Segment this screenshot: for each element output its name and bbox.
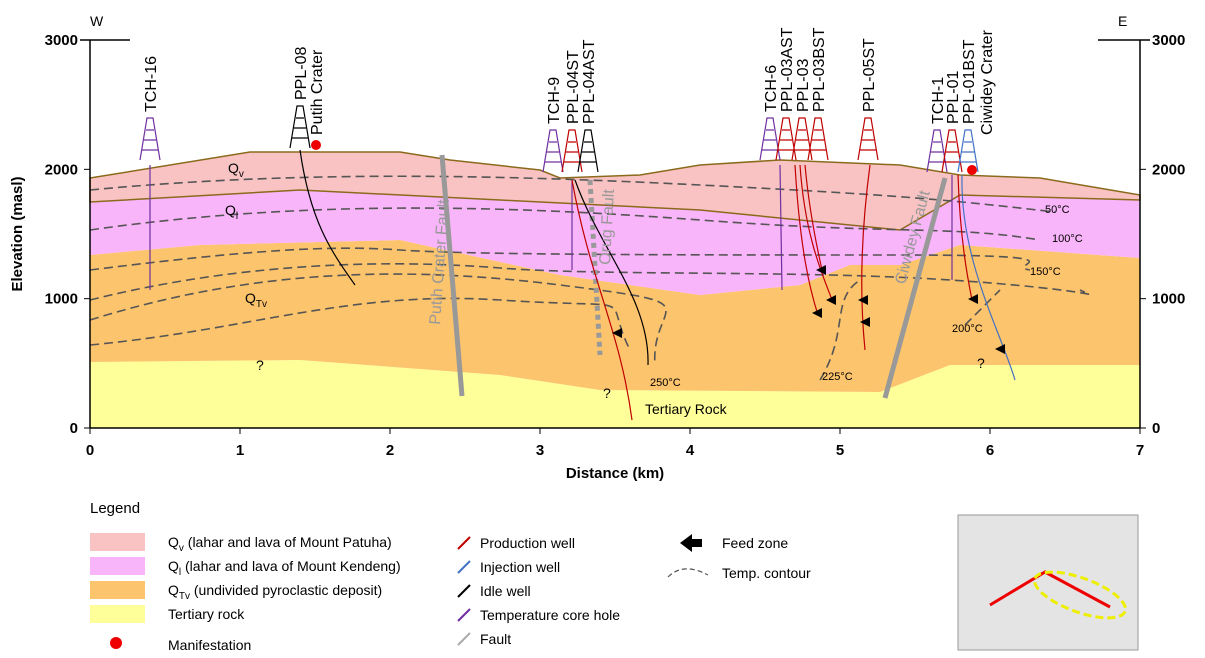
well-label: Putih Crater xyxy=(309,49,326,135)
y-tick-label: 2000 xyxy=(1152,161,1185,178)
svg-text:Manifestation: Manifestation xyxy=(168,637,251,653)
svg-text:Feed zone: Feed zone xyxy=(722,535,788,551)
temp-label: 250°C xyxy=(650,377,681,389)
derrick xyxy=(543,130,563,172)
svg-text:Production well: Production well xyxy=(480,535,575,551)
svg-text:Injection well: Injection well xyxy=(480,559,560,575)
well-label: PPL-01 xyxy=(945,71,962,124)
svg-text:Qv (lahar and lava of Mount Pa: Qv (lahar and lava of Mount Patuha) xyxy=(168,534,392,554)
temp-label: 50°C xyxy=(1045,204,1070,216)
x-tick-label: 7 xyxy=(1136,442,1144,459)
x-tick-label: 4 xyxy=(686,442,695,459)
swatch xyxy=(90,581,145,599)
annotation: ? xyxy=(977,355,985,371)
y-tick-label: 1000 xyxy=(1152,291,1185,308)
temp-label: 200°C xyxy=(952,323,983,335)
legend-title: Legend xyxy=(90,500,140,517)
y-label: Elevation (masl) xyxy=(9,176,26,291)
swatch xyxy=(90,557,145,575)
y-tick-label: 3000 xyxy=(1152,32,1185,49)
swatch xyxy=(110,637,122,649)
legend-wells: Production well Injection well Idle well… xyxy=(480,535,811,647)
y-tick-label: 0 xyxy=(70,420,78,437)
well-label: TCH-9 xyxy=(546,77,563,124)
well-label: PPL-03 xyxy=(795,59,812,112)
svg-text:Fault: Fault xyxy=(480,631,511,647)
x-tick-label: 2 xyxy=(386,442,394,459)
manifestation xyxy=(967,165,977,175)
x-tick-label: 3 xyxy=(536,442,544,459)
well-label: TCH-6 xyxy=(763,65,780,112)
derrick xyxy=(927,130,947,172)
well-label: Ciwidey Crater xyxy=(979,29,996,135)
derrick xyxy=(858,118,878,160)
well-label: PPL-01BST xyxy=(961,39,978,124)
east: E xyxy=(1118,13,1127,29)
west: W xyxy=(90,13,104,29)
x-label: Distance (km) xyxy=(566,465,664,482)
svg-text:QTv (undivided pyroclastic dep: QTv (undivided pyroclastic deposit) xyxy=(168,582,382,602)
legend-layers: Qv (lahar and lava of Mount Patuha) Ql (… xyxy=(168,534,401,653)
annotation: Tertiary Rock xyxy=(645,401,728,417)
well-label: PPL-03AST xyxy=(779,27,796,112)
location-map xyxy=(958,515,1138,650)
cross-section: W E Distance (km) Elevation (masl) Qv Ql… xyxy=(0,0,1205,653)
well-label: PPL-04AST xyxy=(581,39,598,124)
temp-label: 225°C xyxy=(822,371,853,383)
well-label: PPL-03BST xyxy=(811,27,828,112)
well-label: PPL-08 xyxy=(293,47,310,100)
temp-label: 100°C xyxy=(1052,233,1083,245)
y-tick-label: 3000 xyxy=(45,32,78,49)
svg-text:Idle well: Idle well xyxy=(480,583,531,599)
well-label: PPL-05ST xyxy=(861,38,878,112)
manifestation xyxy=(311,140,321,150)
x-tick-label: 1 xyxy=(236,442,244,459)
derrick xyxy=(140,118,160,160)
annotation: ? xyxy=(256,357,264,373)
y-tick-label: 0 xyxy=(1152,420,1160,437)
well-label: TCH-16 xyxy=(143,56,160,112)
svg-text:Temp. contour: Temp. contour xyxy=(722,565,811,581)
temp-label: 150°C xyxy=(1030,266,1061,278)
svg-text:Tertiary rock: Tertiary rock xyxy=(168,606,245,622)
svg-text:Temperature core hole: Temperature core hole xyxy=(480,607,620,623)
x-tick-label: 5 xyxy=(836,442,844,459)
x-tick-label: 0 xyxy=(86,442,94,459)
x-tick-label: 6 xyxy=(986,442,994,459)
svg-text:Ql (lahar and lava of Mount Ke: Ql (lahar and lava of Mount Kendeng) xyxy=(168,558,401,578)
swatch xyxy=(90,533,145,551)
well-label: PPL-04ST xyxy=(565,50,582,124)
y-tick-label: 1000 xyxy=(45,291,78,308)
swatch xyxy=(90,605,145,623)
y-tick-label: 2000 xyxy=(45,161,78,178)
derrick xyxy=(290,106,310,148)
annotation: ? xyxy=(603,385,611,401)
